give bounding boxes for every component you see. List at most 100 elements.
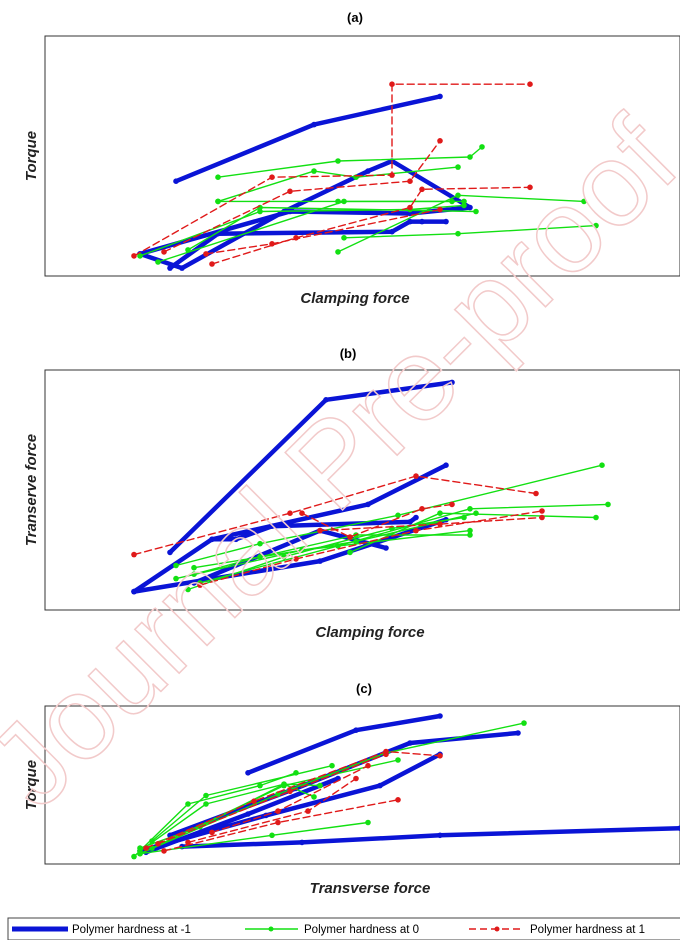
chart-2-polymer-hardness-at-1-point-4-1 bbox=[353, 727, 359, 733]
chart-0-polymer-hardness-at-0-point-3-1 bbox=[311, 168, 317, 174]
chart-2-polymer-hardness-at-1-point-0-2 bbox=[407, 740, 413, 746]
chart-1-polymer-hardness-at-1-point-2-0 bbox=[299, 510, 305, 516]
chart-0-polymer-hardness-at-1-point-3-1 bbox=[287, 188, 293, 195]
chart-0-polymer-hardness-at-1-point-2-5 bbox=[443, 218, 449, 225]
chart-0-polymer-hardness-at-1-line-3 bbox=[163, 140, 441, 253]
chart-2-polymer-hardness-at-0-point-6-1 bbox=[281, 782, 287, 789]
chart-1-polymer-hardness-at-1-point-0-0 bbox=[131, 551, 137, 558]
chart-1-polymer-hardness-at-0-point-6-1 bbox=[437, 510, 443, 516]
chart-1-polymer-hardness-at-0-point-3-0 bbox=[191, 564, 197, 571]
chart-0-polymer-hardness-at-0-point-2-1 bbox=[335, 158, 341, 164]
chart-1-polymer-hardness-at-0-point-6-0 bbox=[347, 549, 353, 556]
chart-0-polymer-hardness-at-1-point-0-3 bbox=[389, 81, 395, 87]
chart-0-polymer-hardness-at-1-point-2-0 bbox=[167, 265, 173, 271]
chart-c-y-label: Torque bbox=[23, 760, 40, 810]
chart-0-polymer-hardness-at-0-point-4-2 bbox=[581, 198, 587, 205]
chart-a-title: (a) bbox=[347, 10, 363, 25]
chart-0-polymer-hardness-at-0-point-2-2 bbox=[467, 154, 473, 160]
chart-c-x-label: Transverse force bbox=[310, 880, 431, 897]
chart-1-polymer-hardness-at-1-point-0-2 bbox=[413, 473, 419, 479]
chart-2-polymer-hardness-at-1-point-4-2 bbox=[365, 762, 371, 769]
chart-2-polymer-hardness-at-1-point-0-3 bbox=[515, 730, 521, 736]
chart-1-polymer-hardness-at-1-point-1-2 bbox=[413, 527, 419, 534]
legend-label-0: Polymer hardness at 0 bbox=[304, 924, 419, 936]
chart-1-polymer-hardness-at-0-point-2-0 bbox=[173, 575, 179, 582]
chart-0-polymer-hardness-at-0-line-0 bbox=[139, 204, 465, 257]
chart-2-polymer-hardness-at-1-point-1-0 bbox=[161, 848, 167, 854]
chart-0-polymer-hardness-at-1-point-1-3 bbox=[419, 186, 425, 193]
chart-1-polymer-hardness-at-1-point-2-3 bbox=[449, 501, 455, 508]
chart-0-polymer-hardness-at-1-point-2-0 bbox=[203, 251, 209, 257]
chart-1-polymer-hardness-at-1-point-3-0 bbox=[317, 527, 323, 534]
chart-1-polymer-hardness-at-0-line-1 bbox=[193, 534, 471, 575]
chart-1-polymer-hardness-at-0-point-3-2 bbox=[473, 510, 479, 516]
chart-0-polymer-hardness-at-0-point-3-0 bbox=[215, 198, 221, 205]
chart-1-polymer-hardness-at-1-point-1-0 bbox=[197, 582, 203, 588]
chart-1-polymer-hardness-at-1-point-3-1 bbox=[437, 521, 443, 527]
chart-0-polymer-hardness-at-0-point-5-0 bbox=[341, 235, 347, 241]
chart-2-polymer-hardness-at-0-point-5-2 bbox=[365, 819, 371, 826]
legend-label-minus-1: Polymer hardness at -1 bbox=[72, 924, 191, 936]
chart-b-title: (b) bbox=[340, 346, 357, 361]
chart-1-polymer-hardness-at-0-point-4-3 bbox=[605, 501, 611, 508]
chart-1-polymer-hardness-at-1-point-0-1 bbox=[287, 510, 293, 516]
chart-c-title: (c) bbox=[356, 681, 372, 696]
legend-label-1: Polymer hardness at 1 bbox=[530, 924, 645, 936]
chart-0-polymer-hardness-at-0-point-0-3 bbox=[461, 202, 467, 209]
chart-1-polymer-hardness-at-1-point-1-2 bbox=[365, 501, 371, 508]
chart-a-x-label: Clamping force bbox=[300, 290, 409, 307]
chart-1-polymer-hardness-at-0-line-5 bbox=[187, 516, 465, 591]
chart-2-polymer-hardness-at-1-line-3 bbox=[157, 753, 387, 845]
chart-1-polymer-hardness-at-0-point-0-2 bbox=[395, 512, 401, 519]
chart-b-x-label: Clamping force bbox=[315, 624, 424, 641]
chart-0-polymer-hardness-at-1-point-2-1 bbox=[269, 241, 275, 247]
chart-2-polymer-hardness-at-1-point-2-1 bbox=[305, 808, 311, 814]
chart-0-polymer-hardness-at-1-point-1-5 bbox=[365, 168, 371, 174]
chart-1-polymer-hardness-at-1-point-2-1 bbox=[317, 558, 323, 564]
chart-2-polymer-hardness-at-1-point-1-2 bbox=[395, 797, 401, 803]
chart-1-polymer-hardness-at-1-point-2-0 bbox=[131, 588, 137, 595]
chart-1-polymer-hardness-at-0-line-4 bbox=[199, 503, 609, 584]
chart-0-polymer-hardness-at-0-line-2 bbox=[217, 146, 483, 178]
chart-2-polymer-hardness-at-0-point-2-0 bbox=[131, 853, 137, 860]
chart-1-polymer-hardness-at-1-point-3-0 bbox=[209, 536, 215, 543]
chart-0-polymer-hardness-at-0-point-7-0 bbox=[155, 259, 161, 265]
chart-2-polymer-hardness-at-0-point-1-1 bbox=[203, 801, 209, 807]
chart-1-polymer-hardness-at-0-point-4-1 bbox=[335, 543, 341, 549]
chart-1-polymer-hardness-at-0-point-0-1 bbox=[257, 540, 263, 547]
chart-1-polymer-hardness-at-1-point-3-2 bbox=[539, 514, 545, 521]
chart-1-polymer-hardness-at-1-point-0-1 bbox=[323, 397, 329, 403]
chart-0-polymer-hardness-at-1-point-2-3 bbox=[407, 218, 413, 225]
chart-1-polymer-hardness-at-1-point-1-3 bbox=[539, 508, 545, 514]
chart-2-polymer-hardness-at-0-line-2 bbox=[133, 772, 297, 858]
chart-2-polymer-hardness-at-1-line-1 bbox=[179, 825, 680, 849]
chart-1-polymer-hardness-at-1-line-2 bbox=[301, 503, 453, 538]
chart-2-polymer-hardness-at-1-point-3-1 bbox=[287, 788, 293, 795]
legend-box bbox=[7, 917, 680, 940]
chart-0-polymer-hardness-at-1-point-1-3 bbox=[467, 204, 473, 211]
chart-0-polymer-hardness-at-0-point-4-0 bbox=[335, 249, 341, 255]
chart-2-polymer-hardness-at-0-point-2-2 bbox=[257, 782, 263, 789]
chart-c-frame bbox=[44, 705, 680, 865]
chart-2-polymer-hardness-at-1-point-0-0 bbox=[143, 845, 149, 851]
chart-0-polymer-hardness-at-1-point-3-0 bbox=[161, 249, 167, 255]
chart-0-polymer-hardness-at-0-point-6-2 bbox=[473, 208, 479, 215]
chart-2-polymer-hardness-at-0-point-0-3 bbox=[521, 720, 527, 726]
chart-2-polymer-hardness-at-1-point-2-0 bbox=[185, 839, 191, 846]
legend-marker-1 bbox=[494, 926, 500, 932]
chart-2-polymer-hardness-at-0-point-3-0 bbox=[137, 845, 143, 851]
chart-2-polymer-hardness-at-1-point-4-0 bbox=[209, 829, 215, 836]
chart-1-polymer-hardness-at-0-point-0-0 bbox=[173, 562, 179, 569]
chart-0-polymer-hardness-at-1-point-1-4 bbox=[527, 184, 533, 191]
chart-b-frame bbox=[44, 369, 680, 611]
chart-1-polymer-hardness-at-1-line-1 bbox=[199, 510, 543, 586]
chart-1-polymer-hardness-at-1-point-0-2 bbox=[449, 379, 455, 386]
chart-2-polymer-hardness-at-0-point-4-1 bbox=[203, 792, 209, 799]
chart-1-polymer-hardness-at-1-line-1 bbox=[131, 462, 449, 594]
chart-2-polymer-hardness-at-0-point-5-0 bbox=[137, 850, 143, 857]
chart-2-polymer-hardness-at-0-point-0-1 bbox=[275, 791, 281, 797]
chart-0-polymer-hardness-at-1-point-1-0 bbox=[209, 261, 215, 267]
chart-2-polymer-hardness-at-1-point-2-2 bbox=[353, 775, 359, 782]
chart-0-polymer-hardness-at-1-point-0-0 bbox=[131, 253, 137, 259]
